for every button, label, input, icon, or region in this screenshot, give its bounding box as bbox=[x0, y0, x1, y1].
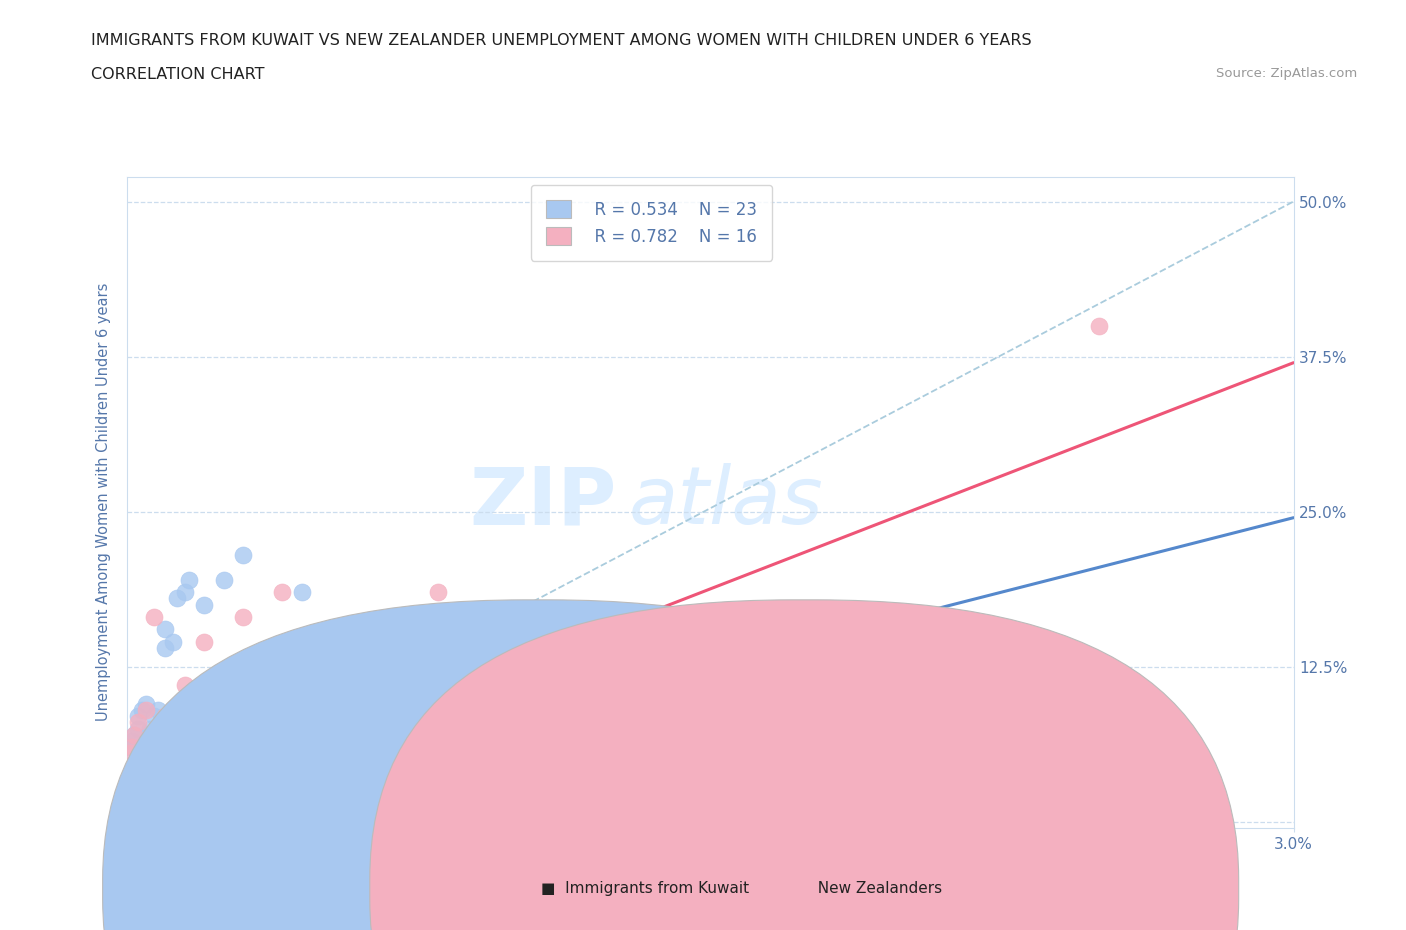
Point bbox=[232, 548, 254, 563]
Text: atlas: atlas bbox=[628, 463, 823, 541]
Y-axis label: Unemployment Among Women with Children Under 6 years: Unemployment Among Women with Children U… bbox=[96, 283, 111, 722]
Point bbox=[155, 641, 177, 656]
Point bbox=[290, 585, 312, 600]
Point bbox=[146, 702, 169, 717]
Point bbox=[127, 715, 149, 730]
Point bbox=[121, 734, 143, 749]
Point bbox=[121, 739, 143, 754]
Point bbox=[162, 634, 184, 649]
Text: Source: ZipAtlas.com: Source: ZipAtlas.com bbox=[1216, 67, 1357, 80]
Point bbox=[135, 697, 157, 711]
Point bbox=[699, 646, 721, 661]
Point bbox=[135, 702, 157, 717]
Text: ■  Immigrants from Kuwait: ■ Immigrants from Kuwait bbox=[541, 881, 749, 896]
Point bbox=[426, 585, 449, 600]
Point bbox=[117, 758, 139, 773]
Point bbox=[465, 634, 488, 649]
Legend:   R = 0.534    N = 23,   R = 0.782    N = 16: R = 0.534 N = 23, R = 0.782 N = 16 bbox=[531, 185, 772, 260]
Point bbox=[124, 727, 146, 742]
Point bbox=[174, 678, 197, 693]
Text: CORRELATION CHART: CORRELATION CHART bbox=[91, 67, 264, 82]
Point bbox=[117, 764, 139, 779]
Point bbox=[155, 622, 177, 637]
Point bbox=[155, 709, 177, 724]
Point bbox=[120, 739, 142, 754]
Point bbox=[349, 646, 371, 661]
Text: ZIP: ZIP bbox=[470, 463, 617, 541]
Point bbox=[193, 634, 215, 649]
Point bbox=[127, 721, 149, 736]
Point bbox=[271, 585, 294, 600]
Point bbox=[174, 585, 197, 600]
Point bbox=[142, 609, 165, 624]
Point bbox=[142, 709, 165, 724]
Point bbox=[177, 572, 200, 587]
Point bbox=[232, 609, 254, 624]
Point bbox=[131, 702, 153, 717]
Point bbox=[1088, 318, 1111, 333]
Text: New Zealanders: New Zealanders bbox=[808, 881, 942, 896]
Point bbox=[139, 721, 162, 736]
Point bbox=[127, 709, 149, 724]
Point bbox=[193, 597, 215, 612]
Point bbox=[120, 746, 142, 761]
Point bbox=[166, 591, 188, 605]
Text: IMMIGRANTS FROM KUWAIT VS NEW ZEALANDER UNEMPLOYMENT AMONG WOMEN WITH CHILDREN U: IMMIGRANTS FROM KUWAIT VS NEW ZEALANDER … bbox=[91, 33, 1032, 47]
Point bbox=[124, 727, 146, 742]
Point bbox=[212, 572, 235, 587]
Point bbox=[349, 684, 371, 698]
